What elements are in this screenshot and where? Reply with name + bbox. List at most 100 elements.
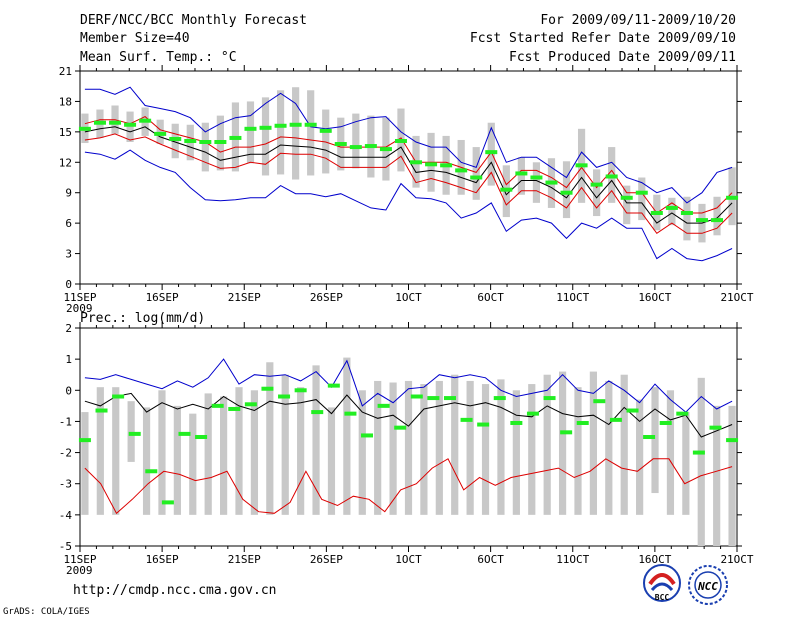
prec-box — [481, 384, 490, 515]
prec-box — [435, 380, 443, 515]
prec-median-mark — [361, 433, 374, 438]
prec-median-mark — [294, 388, 307, 393]
prec-median-mark — [327, 383, 340, 388]
temp-median-mark — [93, 120, 106, 125]
prec-box — [266, 362, 274, 515]
temp-ytick-label: 18 — [59, 95, 72, 108]
temp-box — [668, 197, 676, 226]
temp-box — [638, 177, 646, 221]
temp-median-mark — [635, 190, 648, 195]
prec-ytick-label: 1 — [65, 353, 72, 366]
temp-median-mark — [78, 126, 91, 131]
bcc-logo-text: BCC — [655, 593, 670, 602]
temp-median-mark — [169, 136, 182, 141]
prec-box — [574, 387, 582, 515]
temperature-panel: 0 3 6 9 12 15 18 21 11SEP 16SEP 21SEP 26SEP 1OCT 6OCT… — [59, 65, 754, 315]
prec-line-lower_red — [84, 458, 733, 515]
prec-median-mark — [377, 403, 390, 408]
prec-median-mark — [95, 408, 108, 413]
temp-ytick-label: 0 — [65, 278, 72, 291]
prec-median-mark — [626, 408, 639, 413]
temp-median-mark — [500, 187, 513, 192]
prec-box — [127, 401, 135, 462]
prec-line-mean — [84, 392, 733, 438]
bcc-logo: BCC — [643, 564, 681, 602]
prec-ytick-label: 0 — [65, 384, 72, 397]
prec-median-mark — [593, 399, 606, 404]
temp-median-mark — [139, 118, 152, 123]
temp-median-mark — [485, 150, 498, 155]
precip-panel-title: Prec.: log(mm/d) — [80, 311, 205, 326]
temp-median-mark — [455, 168, 468, 173]
prec-median-mark — [145, 469, 158, 474]
temp-xtick-label: 1OCT — [395, 291, 422, 304]
temp-ytick-label: 6 — [65, 217, 72, 230]
temp-xtick-label: 21OCT — [720, 291, 753, 304]
temp-median-mark — [530, 175, 543, 180]
temp-median-mark — [560, 190, 573, 195]
ncc-logo-text: NCC — [697, 580, 718, 593]
prec-median-mark — [477, 422, 490, 427]
prec-box — [651, 387, 659, 494]
temp-median-mark — [545, 180, 558, 185]
prec-xtick-label: 11SEP — [63, 553, 96, 566]
prec-median-mark — [726, 438, 739, 443]
prec-box — [589, 371, 597, 515]
prec-box — [189, 413, 197, 515]
prec-box — [451, 374, 459, 515]
prec-median-mark — [311, 410, 324, 415]
ncc-logo: NCC — [688, 565, 728, 605]
temp-box — [261, 97, 270, 176]
prec-box — [497, 379, 505, 515]
temp-median-mark — [244, 126, 257, 131]
prec-median-mark — [178, 431, 191, 436]
prec-median-mark — [427, 396, 440, 401]
temp-box — [713, 196, 721, 236]
prec-median-mark — [128, 431, 141, 436]
temp-line-upper_blue — [84, 86, 733, 204]
temp-median-mark — [410, 160, 423, 165]
prec-xtick-label: 26SEP — [310, 553, 343, 566]
temp-box — [562, 161, 571, 219]
prec-box — [697, 377, 705, 546]
prec-median-mark — [526, 411, 539, 416]
temp-median-mark — [711, 218, 724, 223]
prec-median-mark — [510, 420, 523, 425]
prec-box — [528, 384, 536, 515]
temp-box — [292, 87, 300, 180]
prec-box — [81, 412, 89, 515]
temp-median-mark — [575, 163, 588, 168]
temp-median-mark — [695, 218, 708, 223]
footer-grads: GrADS: COLA/IGES — [3, 607, 90, 617]
prec-median-mark — [195, 435, 208, 439]
prec-box — [404, 380, 413, 515]
temp-median-mark — [515, 171, 528, 176]
prec-median-mark — [676, 411, 689, 416]
prec-median-mark — [493, 396, 506, 401]
temp-median-mark — [665, 205, 678, 210]
temp-xtick-label: 11OCT — [556, 291, 589, 304]
temp-box — [623, 185, 631, 225]
temp-median-mark — [349, 145, 362, 150]
prec-median-mark — [112, 394, 125, 399]
temp-median-mark — [680, 211, 693, 215]
temp-xtick-label: 16SEP — [146, 291, 179, 304]
temp-median-mark — [440, 163, 453, 168]
prec-box — [543, 374, 551, 515]
prec-year-label: 2009 — [66, 564, 93, 577]
prec-box — [728, 405, 736, 546]
prec-median-mark — [709, 425, 722, 430]
prec-median-mark — [460, 417, 473, 422]
prec-median-mark — [278, 394, 291, 399]
prec-box — [605, 380, 613, 515]
footer-url[interactable]: http://cmdp.ncc.cma.gov.cn — [73, 583, 277, 598]
prec-median-mark — [344, 411, 357, 416]
header-variable: Mean Surf. Temp.: °C — [80, 50, 237, 65]
prec-box — [235, 387, 243, 515]
prec-ytick-label: 2 — [65, 322, 72, 335]
prec-box — [142, 407, 151, 515]
precip-panel: -5 -4 -3 -2 -1 0 1 2 11SEP 16SEP 21SEP 26SEP 1OCT 6OC… — [59, 322, 754, 577]
temp-median-mark — [124, 122, 137, 127]
prec-box — [158, 390, 166, 515]
prec-median-mark — [78, 438, 91, 443]
